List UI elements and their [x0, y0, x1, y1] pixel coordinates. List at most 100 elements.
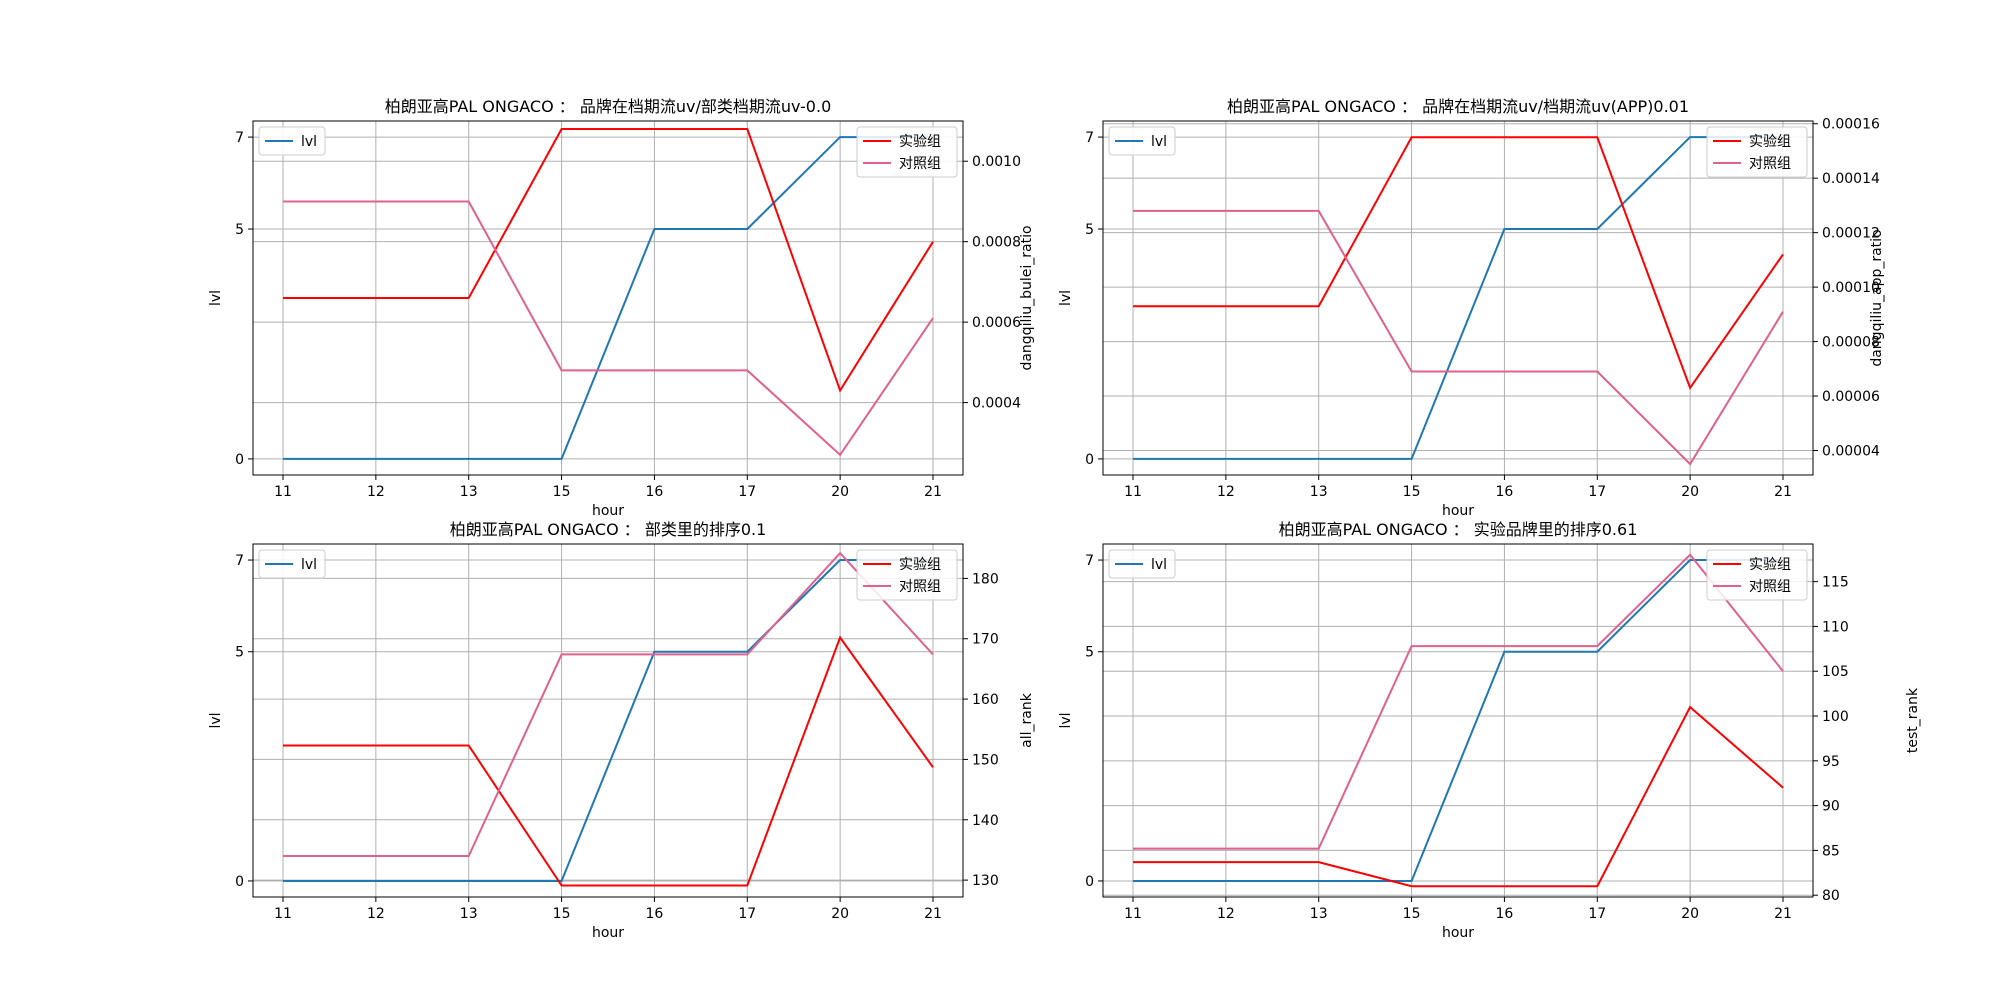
x-tick-label: 15 [553, 906, 571, 922]
x-tick-label: 16 [1496, 906, 1514, 922]
y2-tick-label: 150 [972, 752, 999, 768]
series-line-对照组 [1133, 553, 1784, 850]
y2-axis-label: dangqiliu_bulei_ratio [1019, 225, 1035, 370]
x-tick-label: 11 [274, 484, 292, 500]
y2-tick-label: 0.0004 [972, 396, 1021, 412]
x-tick-label: 12 [367, 484, 385, 500]
chart-title: 柏朗亚高PAL ONGACO ： 品牌在档期流uv/档期流uv(APP)0.01 [1227, 97, 1689, 116]
x-tick-label: 13 [460, 906, 478, 922]
legend-label: lvl [1151, 134, 1167, 150]
y2-tick-label: 85 [1822, 843, 1840, 859]
series-line-lvl [1133, 136, 1783, 460]
legend-label: 实验组 [899, 557, 941, 573]
series-line-实验组 [283, 128, 934, 393]
x-tick-label: 12 [367, 906, 385, 922]
series-line-对照组 [283, 551, 934, 857]
x-tick-label: 12 [1217, 906, 1235, 922]
x-tick-label: 17 [1588, 484, 1606, 500]
y-tick-label: 0 [235, 452, 244, 468]
legend-label: 对照组 [1749, 156, 1791, 172]
y2-tick-label: 0.00012 [1822, 226, 1880, 242]
x-tick-label: 17 [738, 484, 756, 500]
y2-tick-label: 0.00006 [1822, 389, 1880, 405]
series-line-lvl [283, 559, 933, 882]
y2-tick-label: 90 [1822, 799, 1840, 815]
legend-label: 实验组 [1749, 134, 1791, 150]
legend-box [856, 549, 958, 601]
chart-panel-1: 11 12 13 15 16 17 20 21 0 5 7 0.0004 0.0006 0.0008 0.0… [208, 97, 1035, 519]
x-tick-label: 12 [1217, 484, 1235, 500]
legend-label: 对照组 [899, 579, 941, 595]
x-tick-label: 21 [1774, 484, 1792, 500]
x-tick-label: 11 [1124, 906, 1142, 922]
y-tick-label: 5 [235, 222, 244, 238]
x-tick-label: 13 [1310, 906, 1328, 922]
y-tick-label: 7 [235, 553, 244, 569]
plot-frame [1102, 120, 1814, 476]
y2-tick-label: 0.00016 [1822, 117, 1880, 133]
y2-tick-label: 0.00004 [1822, 443, 1880, 459]
x-tick-label: 21 [924, 484, 942, 500]
plot-frame [252, 120, 964, 476]
y2-tick-label: 95 [1822, 754, 1840, 770]
series-line-实验组 [1133, 136, 1784, 391]
series-line-对照组 [283, 200, 934, 457]
legend-box [1706, 549, 1808, 601]
y2-tick-label: 0.00014 [1822, 171, 1880, 187]
x-tick-label: 16 [646, 906, 664, 922]
y2-tick-label: 100 [1822, 709, 1849, 725]
y-tick-label: 5 [1085, 645, 1094, 661]
y2-axis-label: test_rank [1905, 687, 1921, 753]
y-axis-label: lvl [208, 290, 224, 306]
plot-frame [252, 543, 964, 898]
series-line-lvl [283, 136, 933, 460]
y2-tick-label: 80 [1822, 888, 1840, 904]
x-tick-label: 16 [1496, 484, 1514, 500]
y2-tick-label: 0.0006 [972, 315, 1021, 331]
y2-tick-label: 0.00010 [1822, 280, 1880, 296]
x-tick-label: 15 [1403, 484, 1421, 500]
x-tick-label: 20 [831, 484, 849, 500]
legend-label: lvl [301, 134, 317, 150]
y-tick-label: 7 [1085, 130, 1094, 146]
series-line-实验组 [1133, 705, 1784, 888]
legend-left: lvl [258, 126, 326, 156]
y-axis-label: lvl [1058, 290, 1074, 306]
x-axis-label: hour [1442, 503, 1474, 519]
plot-frame [1102, 543, 1814, 898]
y2-tick-label: 0.00008 [1822, 335, 1880, 351]
legend-label: 实验组 [899, 134, 941, 150]
y-tick-label: 0 [1085, 874, 1094, 890]
y-axis-label: lvl [208, 712, 224, 728]
legend-label: 实验组 [1749, 557, 1791, 573]
x-tick-label: 17 [1588, 906, 1606, 922]
x-tick-label: 13 [1310, 484, 1328, 500]
chart-panel-4: 11 12 13 15 16 17 20 21 0 5 7 80 85 90 95 100 105 110 115 柏… [1058, 520, 1921, 941]
series-line-对照组 [1133, 209, 1784, 466]
x-tick-label: 11 [274, 906, 292, 922]
chart-title: 柏朗亚高PAL ONGACO ： 部类里的排序0.1 [450, 520, 767, 539]
x-axis-label: hour [592, 503, 624, 519]
x-tick-label: 21 [924, 906, 942, 922]
legend-box [856, 126, 958, 178]
y2-tick-label: 170 [972, 632, 999, 648]
chart-panel-2: 11 12 13 15 16 17 20 21 0 5 7 0.00004 0.00006 0.00008… [1058, 97, 1885, 519]
y2-tick-label: 160 [972, 692, 999, 708]
y-tick-label: 5 [1085, 222, 1094, 238]
y-tick-label: 0 [235, 874, 244, 890]
x-tick-label: 20 [1681, 906, 1699, 922]
y2-tick-label: 0.0008 [972, 235, 1021, 251]
legend-left: lvl [1108, 126, 1176, 156]
x-tick-label: 15 [1403, 906, 1421, 922]
x-tick-label: 20 [831, 906, 849, 922]
y2-tick-label: 0.0010 [972, 154, 1021, 170]
x-tick-label: 21 [1774, 906, 1792, 922]
x-tick-label: 16 [646, 484, 664, 500]
y-tick-label: 0 [1085, 452, 1094, 468]
legend-box [1706, 126, 1808, 178]
y-tick-label: 5 [235, 645, 244, 661]
